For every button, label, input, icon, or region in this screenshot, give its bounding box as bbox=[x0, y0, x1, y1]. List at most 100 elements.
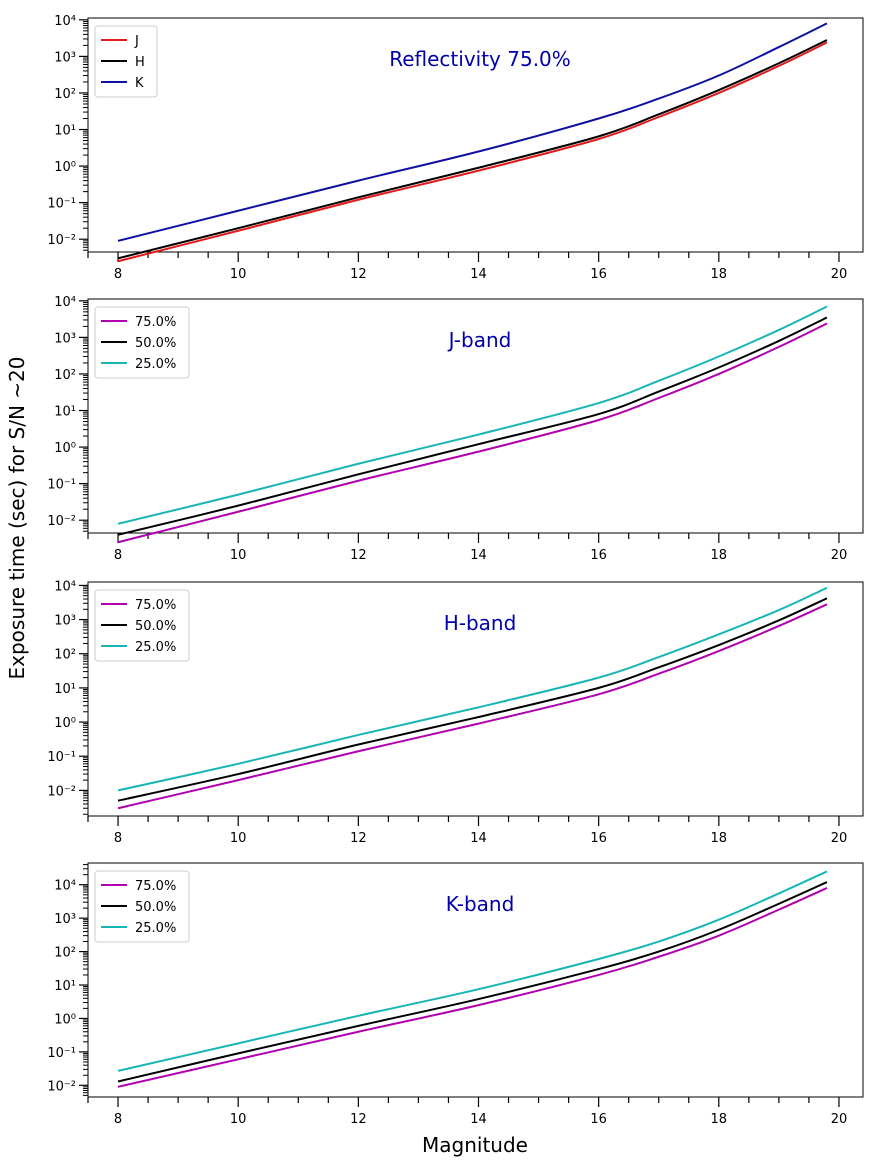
plot-frame bbox=[87, 581, 864, 817]
panel-annotation: J-band bbox=[447, 328, 512, 352]
x-tick-label: 18 bbox=[711, 548, 728, 563]
x-tick-label: 20 bbox=[831, 1112, 848, 1127]
x-axis: 8 10 12 14 16 18 20 bbox=[87, 533, 848, 563]
y-tick-label: 10⁰ bbox=[54, 1012, 76, 1027]
series-line-500 bbox=[117, 597, 828, 802]
chart-panel-4: 8 10 12 14 16 18 20 10⁻² 10⁻¹ 10⁰ 10¹ 10² 10³ 10⁴ K-ba… bbox=[47, 862, 864, 1127]
x-tick-label: 14 bbox=[470, 548, 487, 563]
series-group bbox=[117, 586, 828, 810]
x-tick-label: 8 bbox=[114, 548, 122, 563]
chart-panel-1: 8 10 12 14 16 18 20 10⁻² 10⁻¹ 10⁰ 10¹ 10² 10³ 10⁴ Refl… bbox=[47, 14, 864, 282]
legend-label: 25.0% bbox=[135, 640, 176, 655]
legend-box bbox=[94, 306, 190, 379]
series-line-250 bbox=[117, 870, 828, 1072]
legend: 75.0% 50.0% 25.0% bbox=[94, 589, 190, 662]
y-tick-label: 10⁰ bbox=[54, 716, 76, 731]
legend-label: 25.0% bbox=[135, 357, 176, 372]
x-tick-label: 16 bbox=[590, 267, 607, 282]
figure-ylabel: Exposure time (sec) for S/N ~20 bbox=[5, 357, 29, 680]
y-tick-label: 10² bbox=[54, 648, 76, 663]
y-axis: 10⁻² 10⁻¹ 10⁰ 10¹ 10² 10³ 10⁴ bbox=[47, 579, 88, 815]
chart-panel-3: 8 10 12 14 16 18 20 10⁻² 10⁻¹ 10⁰ 10¹ 10² 10³ 10⁴ H-ba… bbox=[47, 579, 864, 846]
series-line-500 bbox=[117, 316, 828, 536]
x-tick-label: 16 bbox=[590, 1112, 607, 1127]
y-tick-label: 10³ bbox=[54, 614, 76, 629]
legend-box bbox=[94, 870, 190, 943]
y-tick-label: 10⁰ bbox=[54, 160, 76, 175]
x-tick-label: 8 bbox=[114, 1112, 122, 1127]
y-tick-label: 10⁻¹ bbox=[47, 750, 76, 765]
x-tick-label: 10 bbox=[230, 831, 247, 846]
x-tick-label: 8 bbox=[114, 267, 122, 282]
y-tick-label: 10¹ bbox=[54, 682, 76, 697]
x-tick-label: 18 bbox=[711, 267, 728, 282]
y-tick-label: 10⁴ bbox=[54, 879, 76, 894]
legend: 75.0% 50.0% 25.0% bbox=[94, 870, 190, 943]
x-tick-label: 14 bbox=[470, 267, 487, 282]
series-line-250 bbox=[117, 305, 828, 525]
x-tick-label: 18 bbox=[711, 1112, 728, 1127]
legend-label: 75.0% bbox=[135, 315, 176, 330]
x-tick-label: 16 bbox=[590, 831, 607, 846]
y-tick-label: 10⁻² bbox=[47, 514, 76, 529]
legend-label: 50.0% bbox=[135, 336, 176, 351]
y-tick-label: 10⁴ bbox=[54, 14, 76, 29]
series-group bbox=[117, 22, 828, 263]
panel-annotation: K-band bbox=[446, 892, 515, 916]
panel-annotation: Reflectivity 75.0% bbox=[389, 47, 571, 71]
x-tick-label: 12 bbox=[350, 267, 367, 282]
y-tick-label: 10⁻¹ bbox=[47, 197, 76, 212]
plot-frame bbox=[87, 862, 864, 1098]
series-line-k bbox=[117, 22, 828, 242]
y-axis: 10⁻² 10⁻¹ 10⁰ 10¹ 10² 10³ 10⁴ bbox=[47, 295, 88, 532]
y-tick-label: 10⁻² bbox=[47, 784, 76, 799]
legend-label: 75.0% bbox=[135, 598, 176, 613]
x-tick-label: 12 bbox=[350, 548, 367, 563]
y-tick-label: 10² bbox=[54, 87, 76, 102]
x-tick-label: 20 bbox=[831, 831, 848, 846]
y-tick-label: 10⁻¹ bbox=[47, 478, 76, 493]
x-axis: 8 10 12 14 16 18 20 bbox=[87, 252, 848, 282]
legend-label: H bbox=[135, 55, 145, 70]
legend-label: 50.0% bbox=[135, 900, 176, 915]
legend-label: K bbox=[135, 76, 144, 91]
x-tick-label: 8 bbox=[114, 831, 122, 846]
y-tick-label: 10⁻¹ bbox=[47, 1046, 76, 1061]
legend-label: J bbox=[134, 34, 139, 49]
series-line-h bbox=[117, 39, 828, 260]
y-tick-label: 10³ bbox=[54, 50, 76, 65]
legend-box bbox=[94, 589, 190, 662]
y-axis: 10⁻² 10⁻¹ 10⁰ 10¹ 10² 10³ 10⁴ bbox=[47, 14, 88, 251]
y-tick-label: 10⁻² bbox=[47, 1079, 76, 1094]
x-tick-label: 10 bbox=[230, 1112, 247, 1127]
y-tick-label: 10⁴ bbox=[54, 295, 76, 310]
x-tick-label: 20 bbox=[831, 267, 848, 282]
series-line-500 bbox=[117, 881, 828, 1083]
legend: 75.0% 50.0% 25.0% bbox=[94, 306, 190, 379]
chart-panel-2: 8 10 12 14 16 18 20 10⁻² 10⁻¹ 10⁰ 10¹ 10² 10³ 10⁴ J-ba… bbox=[47, 295, 864, 563]
series-line-750 bbox=[117, 887, 828, 1088]
series-line-750 bbox=[117, 603, 828, 810]
y-tick-label: 10¹ bbox=[54, 124, 76, 139]
x-axis: 8 10 12 14 16 18 20 bbox=[87, 816, 848, 846]
y-tick-label: 10⁴ bbox=[54, 579, 76, 594]
x-axis: 8 10 12 14 16 18 20 bbox=[87, 1097, 848, 1127]
x-tick-label: 20 bbox=[831, 548, 848, 563]
series-line-750 bbox=[117, 322, 828, 544]
legend-label: 25.0% bbox=[135, 921, 176, 936]
y-tick-label: 10⁰ bbox=[54, 441, 76, 456]
y-tick-label: 10⁻² bbox=[47, 233, 76, 248]
x-tick-label: 18 bbox=[711, 831, 728, 846]
legend: JHK bbox=[94, 25, 158, 98]
x-tick-label: 12 bbox=[350, 831, 367, 846]
y-tick-label: 10² bbox=[54, 368, 76, 383]
y-axis: 10⁻² 10⁻¹ 10⁰ 10¹ 10² 10³ 10⁴ bbox=[47, 864, 88, 1096]
y-tick-label: 10³ bbox=[54, 331, 76, 346]
y-tick-label: 10¹ bbox=[54, 405, 76, 420]
series-group bbox=[117, 870, 828, 1088]
panel-annotation: H-band bbox=[444, 611, 517, 635]
x-tick-label: 16 bbox=[590, 548, 607, 563]
legend-label: 50.0% bbox=[135, 619, 176, 634]
x-tick-label: 10 bbox=[230, 548, 247, 563]
